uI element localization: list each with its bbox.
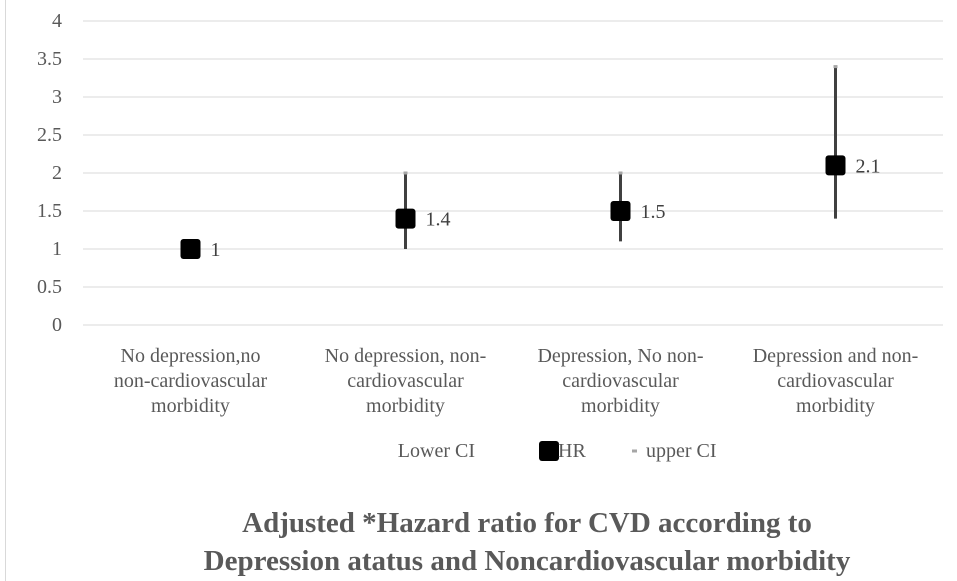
hr-data-label: 2.1 (856, 155, 881, 177)
hr-marker (825, 155, 846, 176)
x-category-label: Depression, No non-cardiovascular morbidi… (537, 345, 703, 417)
x-category-label: No depression,no non-cardiovascular morbid… (114, 345, 268, 417)
chart-title: Adjusted *Hazard ratio for CVD according… (204, 507, 851, 577)
gridlines (83, 20, 943, 326)
hr-points (180, 155, 846, 259)
upper-ci-marker (403, 171, 408, 175)
y-axis-ticks: 0 0.5 1 1.5 2 2.5 3 3.5 4 (37, 10, 62, 336)
y-tick-label: 4 (52, 10, 62, 32)
data-labels: 1 1.4 1.5 2.1 (211, 155, 881, 261)
y-tick-label: 0.5 (37, 276, 62, 298)
hr-marker (610, 201, 631, 221)
x-category-label: Depression and non-cardiovascular morbidi… (753, 345, 919, 417)
y-tick-label: 2.5 (37, 124, 62, 146)
y-tick-label: 1.5 (37, 200, 62, 222)
legend-label-hr: HR (558, 440, 586, 462)
hr-marker (395, 208, 416, 229)
y-tick-label: 2 (52, 162, 62, 184)
hr-data-label: 1.4 (426, 209, 451, 231)
legend-marker-upper-ci (632, 449, 637, 453)
legend-label-upper-ci: upper CI (646, 440, 717, 462)
y-tick-label: 0 (52, 314, 62, 336)
y-tick-label: 3.5 (37, 48, 62, 70)
error-bars (403, 65, 838, 249)
upper-ci-marker (618, 171, 623, 175)
y-tick-label: 3 (52, 86, 62, 108)
legend-marker-hr (539, 441, 559, 461)
legend-label-lower-ci: Lower CI (398, 440, 475, 462)
chart-title-line: Depression atatus and Noncardiovascular … (204, 545, 851, 577)
upper-ci-marker (833, 65, 838, 69)
x-axis-category-labels: No depression,no non-cardiovascular morbid… (114, 345, 918, 417)
chart-title-line: Adjusted *Hazard ratio for CVD according… (242, 507, 812, 539)
legend: Lower CI HR upper CI (398, 440, 717, 462)
hr-data-label: 1 (211, 239, 221, 261)
y-tick-label: 1 (52, 238, 62, 260)
hr-data-label: 1.5 (641, 201, 666, 223)
hr-marker (180, 239, 201, 259)
x-category-label: No depression, non-cardiovascular morbidi… (325, 345, 487, 417)
